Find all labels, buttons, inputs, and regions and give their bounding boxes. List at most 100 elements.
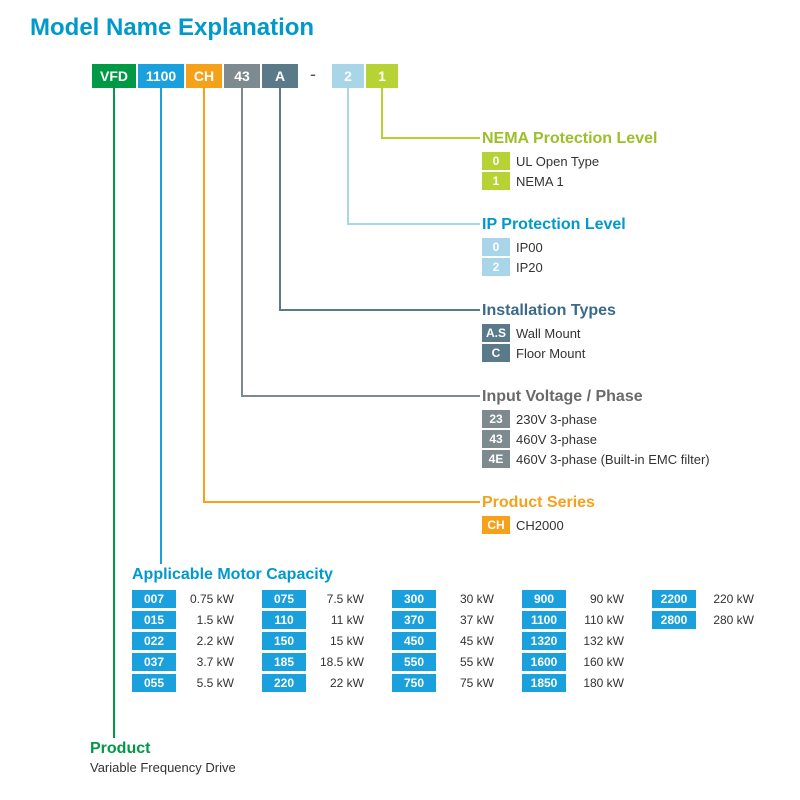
option-code: C	[482, 344, 510, 362]
option-row: C Floor Mount	[482, 344, 616, 362]
mc-row: 1600160 kW	[522, 653, 630, 671]
option-code: 4E	[482, 450, 510, 468]
badge-vfd: VFD	[92, 64, 136, 88]
mc-value: 0.75 kW	[176, 592, 240, 606]
product-desc: Variable Frequency Drive	[90, 760, 236, 775]
mc-row: 2200220 kW	[652, 590, 760, 608]
mc-value: 1.5 kW	[176, 613, 240, 627]
mc-row: 37037 kW	[392, 611, 500, 629]
mc-code: 220	[262, 674, 306, 692]
badge-ip: 2	[332, 64, 364, 88]
mc-code: 022	[132, 632, 176, 650]
mc-value: 7.5 kW	[306, 592, 370, 606]
mc-code: 110	[262, 611, 306, 629]
mc-row: 0555.5 kW	[132, 674, 240, 692]
mc-row: 0222.2 kW	[132, 632, 240, 650]
mc-value: 220 kW	[696, 592, 760, 606]
option-row: 23 230V 3-phase	[482, 410, 710, 428]
mc-row: 0151.5 kW	[132, 611, 240, 629]
section-title-voltage: Input Voltage / Phase	[482, 388, 710, 406]
mc-column: 30030 kW37037 kW45045 kW55055 kW75075 kW	[392, 590, 500, 692]
option-code: 23	[482, 410, 510, 428]
mc-code: 750	[392, 674, 436, 692]
mc-row: 1320132 kW	[522, 632, 630, 650]
option-row: 0 IP00	[482, 238, 626, 256]
option-row: 2 IP20	[482, 258, 626, 276]
mc-value: 30 kW	[436, 592, 500, 606]
option-label: 460V 3-phase (Built-in EMC filter)	[516, 452, 710, 467]
section-title-ip: IP Protection Level	[482, 216, 626, 234]
mc-column: 2200220 kW 2800280 kW	[652, 590, 760, 692]
mc-code: 1600	[522, 653, 566, 671]
mc-code: 007	[132, 590, 176, 608]
mc-value: 11 kW	[306, 613, 370, 627]
mc-value: 75 kW	[436, 676, 500, 690]
option-code: CH	[482, 516, 510, 534]
mc-row: 2800280 kW	[652, 611, 760, 629]
mc-row: 11011 kW	[262, 611, 370, 629]
mc-row: 0373.7 kW	[132, 653, 240, 671]
option-label: UL Open Type	[516, 154, 599, 169]
mc-code: 550	[392, 653, 436, 671]
mc-row: 1850180 kW	[522, 674, 630, 692]
section-install: Installation Types A.S Wall Mount C Floor Mo…	[482, 302, 616, 364]
mc-code: 075	[262, 590, 306, 608]
badge-cap: 1100	[138, 64, 184, 88]
badge-volt: 43	[224, 64, 260, 88]
option-label: IP00	[516, 240, 543, 255]
section-title-install: Installation Types	[482, 302, 616, 320]
mc-code: 450	[392, 632, 436, 650]
mc-value: 2.2 kW	[176, 634, 240, 648]
mc-value: 15 kW	[306, 634, 370, 648]
section-title-nema: NEMA Protection Level	[482, 130, 657, 148]
mc-value: 37 kW	[436, 613, 500, 627]
badge-inst: A	[262, 64, 298, 88]
mc-column: 0757.5 kW11011 kW15015 kW18518.5 kW22022…	[262, 590, 370, 692]
option-code: 1	[482, 172, 510, 190]
section-title-series: Product Series	[482, 494, 595, 512]
mc-code: 300	[392, 590, 436, 608]
option-label: NEMA 1	[516, 174, 564, 189]
mc-value: 160 kW	[566, 655, 630, 669]
mc-value: 180 kW	[566, 676, 630, 690]
badge-ser: CH	[186, 64, 222, 88]
mc-row: 22022 kW	[262, 674, 370, 692]
option-label: CH2000	[516, 518, 564, 533]
mc-code: 150	[262, 632, 306, 650]
option-code: A.S	[482, 324, 510, 342]
mc-value: 5.5 kW	[176, 676, 240, 690]
mc-row: 15015 kW	[262, 632, 370, 650]
mc-code: 055	[132, 674, 176, 692]
mc-row: 1100110 kW	[522, 611, 630, 629]
section-nema: NEMA Protection Level0UL Open Type1NEMA …	[482, 130, 657, 192]
mc-code: 900	[522, 590, 566, 608]
mc-column: 90090 kW 1100110 kW 1320132 kW 1600160 kW 18…	[522, 590, 630, 692]
mc-row: 18518.5 kW	[262, 653, 370, 671]
option-label: Floor Mount	[516, 346, 585, 361]
mc-column: 0070.75 kW0151.5 kW0222.2 kW0373.7 kW055…	[132, 590, 240, 692]
mc-row: 0757.5 kW	[262, 590, 370, 608]
option-label: 460V 3-phase	[516, 432, 597, 447]
mc-value: 22 kW	[306, 676, 370, 690]
option-code: 2	[482, 258, 510, 276]
option-row: 4E 460V 3-phase (Built-in EMC filter)	[482, 450, 710, 468]
option-code: 43	[482, 430, 510, 448]
motor-capacity-title: Applicable Motor Capacity	[132, 566, 333, 584]
mc-row: 75075 kW	[392, 674, 500, 692]
mc-value: 45 kW	[436, 634, 500, 648]
mc-value: 280 kW	[696, 613, 760, 627]
mc-value: 18.5 kW	[306, 655, 370, 669]
option-code: 0	[482, 238, 510, 256]
mc-row: 0070.75 kW	[132, 590, 240, 608]
mc-value: 55 kW	[436, 655, 500, 669]
option-label: 230V 3-phase	[516, 412, 597, 427]
mc-value: 90 kW	[566, 592, 630, 606]
mc-code: 370	[392, 611, 436, 629]
option-row: 1 NEMA 1	[482, 172, 657, 190]
option-label: Wall Mount	[516, 326, 581, 341]
mc-value: 3.7 kW	[176, 655, 240, 669]
option-label: IP20	[516, 260, 543, 275]
mc-row: 55055 kW	[392, 653, 500, 671]
section-voltage: Input Voltage / Phase 23 230V 3-phase 43 460…	[482, 388, 710, 470]
mc-code: 015	[132, 611, 176, 629]
